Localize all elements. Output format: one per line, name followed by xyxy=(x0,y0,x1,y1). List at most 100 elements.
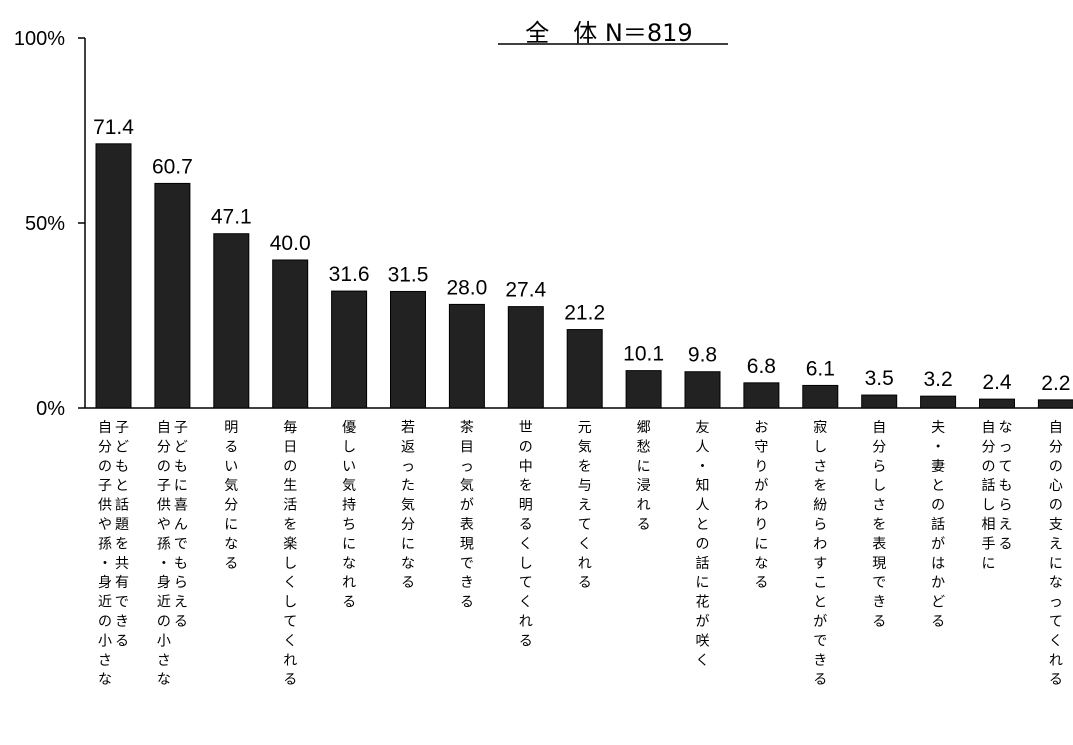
value-label: 3.2 xyxy=(923,368,952,391)
category-char: き xyxy=(460,575,474,591)
category-char: る xyxy=(931,614,945,630)
category-char: 近 xyxy=(98,595,112,611)
category-char: を xyxy=(519,478,533,494)
category-char: 元 xyxy=(578,420,592,436)
category-char: さ xyxy=(813,459,827,475)
category-char: 気 xyxy=(342,478,356,494)
category-char: る xyxy=(519,517,533,533)
category-char: り xyxy=(754,459,768,475)
value-label: 3.5 xyxy=(865,367,894,390)
category-char: て xyxy=(999,459,1013,475)
category-char: 自 xyxy=(157,420,171,436)
category-char: の xyxy=(696,536,710,552)
chart-title: 全 体 N＝819 xyxy=(525,19,692,47)
bar xyxy=(566,329,603,409)
category-char: に xyxy=(982,556,996,572)
bar xyxy=(1037,399,1073,409)
category-char: に xyxy=(1049,556,1063,572)
category-char: す xyxy=(813,556,827,572)
value-label: 47.1 xyxy=(211,206,252,229)
category-char: を xyxy=(115,536,129,552)
category-char: 優 xyxy=(342,420,356,436)
category-char: る xyxy=(637,517,651,533)
bar xyxy=(507,306,544,409)
category-char: わ xyxy=(813,536,827,552)
category-char: し xyxy=(283,595,297,611)
category-char: も xyxy=(115,459,129,475)
category-char: 明 xyxy=(519,498,533,514)
category-char: な xyxy=(401,556,415,572)
category-char: し xyxy=(872,478,886,494)
category-char: 表 xyxy=(872,536,886,552)
category-char: 共 xyxy=(115,556,129,572)
category-char: さ xyxy=(872,498,886,514)
category-char: に xyxy=(696,575,710,591)
category-char: で xyxy=(460,556,474,572)
category-char: 自 xyxy=(98,420,112,436)
category-char: く xyxy=(1049,633,1063,649)
category-char: も xyxy=(174,556,188,572)
category-char: 喜 xyxy=(174,498,188,514)
category-char: 人 xyxy=(696,498,710,514)
category-char: 分 xyxy=(982,439,996,455)
category-char: っ xyxy=(401,459,415,475)
category-char: た xyxy=(401,478,415,494)
category-char: し xyxy=(519,556,533,572)
category-char: ・ xyxy=(157,556,171,572)
category-char: に xyxy=(174,478,188,494)
category-char: っ xyxy=(1049,595,1063,611)
category-char: 与 xyxy=(578,478,592,494)
bars xyxy=(95,143,1073,409)
category-char: 妻 xyxy=(931,459,945,475)
category-char: え xyxy=(1049,536,1063,552)
category-char: も xyxy=(174,459,188,475)
category-char: い xyxy=(224,459,238,475)
category-char: て xyxy=(578,517,592,533)
category-char: わ xyxy=(754,498,768,514)
category-char: の xyxy=(1049,459,1063,475)
category-char: 分 xyxy=(98,439,112,455)
category-char: 分 xyxy=(1049,439,1063,455)
bar xyxy=(684,371,721,409)
category-char: の xyxy=(157,459,171,475)
category-char: に xyxy=(754,536,768,552)
category-char: 題 xyxy=(115,517,129,533)
category-char: が xyxy=(754,478,768,494)
category-char: 自 xyxy=(1049,420,1063,436)
category-char: 明 xyxy=(224,420,238,436)
category-char: さ xyxy=(157,653,171,669)
category-char: 活 xyxy=(283,498,297,514)
category-char: し xyxy=(342,439,356,455)
category-char: て xyxy=(283,614,297,630)
y-tick-label: 100% xyxy=(14,28,65,50)
value-label: 9.8 xyxy=(688,344,717,367)
category-char: い xyxy=(342,459,356,475)
category-char: 近 xyxy=(157,595,171,611)
bar xyxy=(331,290,368,409)
category-char: る xyxy=(754,575,768,591)
category-char: る xyxy=(115,633,129,649)
category-char: 話 xyxy=(115,497,129,514)
category-char: 目 xyxy=(460,439,474,455)
category-char: 小 xyxy=(98,633,112,649)
category-char: 紛 xyxy=(813,498,827,514)
category-char: 楽 xyxy=(283,536,297,552)
category-char: 話 xyxy=(931,516,945,533)
category-char: の xyxy=(98,614,112,630)
category-char: 郷 xyxy=(637,420,651,436)
category-char: 夫 xyxy=(931,420,945,436)
category-char: え xyxy=(578,498,592,514)
category-char: 分 xyxy=(157,439,171,455)
category-char: 孫 xyxy=(98,536,112,552)
category-char: 相 xyxy=(982,517,996,533)
category-char: く xyxy=(696,653,710,669)
category-char: 現 xyxy=(872,556,886,572)
category-char: る xyxy=(224,439,238,455)
category-char: る xyxy=(224,556,238,572)
category-char: で xyxy=(174,536,188,552)
category-char: ど xyxy=(115,439,129,455)
